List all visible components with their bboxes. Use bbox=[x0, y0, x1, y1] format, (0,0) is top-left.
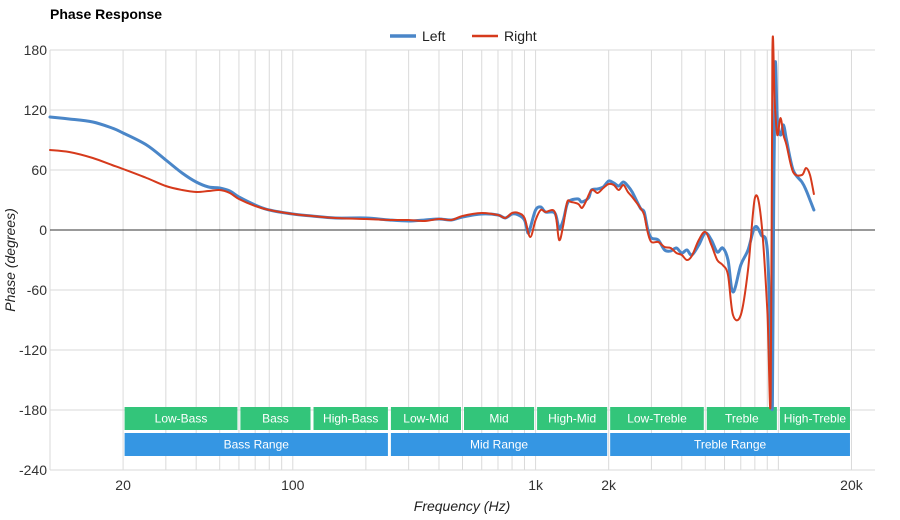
band-high-mid-label: High-Mid bbox=[548, 412, 596, 426]
x-axis-label: Frequency (Hz) bbox=[414, 498, 510, 514]
legend-label-right: Right bbox=[504, 28, 537, 44]
band-mid bbox=[464, 407, 535, 430]
band-bass bbox=[240, 407, 311, 430]
x-tick-labels: 20 100 1k 2k 20k bbox=[115, 477, 863, 493]
y-tick-label: -60 bbox=[27, 282, 47, 298]
y-tick-label: 60 bbox=[31, 162, 47, 178]
x-tick-label: 20 bbox=[115, 477, 131, 493]
range-mid-range bbox=[390, 433, 608, 456]
band-treble bbox=[706, 407, 777, 430]
range-bass-range bbox=[124, 433, 388, 456]
y-tick-label: 0 bbox=[39, 222, 47, 238]
frequency-bands: Low-Bass Bass High-Bass Low-Mid Mid High-Mid L… bbox=[124, 407, 850, 456]
band-low-mid-label: Low-Mid bbox=[403, 412, 448, 426]
range-treble-range bbox=[610, 433, 850, 456]
series-lines bbox=[48, 35, 816, 411]
range-bass-range-label: Bass Range bbox=[224, 438, 290, 452]
band-high-mid bbox=[537, 407, 608, 430]
x-tick-label: 1k bbox=[528, 477, 544, 493]
y-axis-label: Phase (degrees) bbox=[2, 208, 18, 312]
band-mid-label: Mid bbox=[489, 412, 508, 426]
y-tick-labels: 180 120 60 0 -60 -120 -180 -240 bbox=[19, 42, 47, 478]
x-tick-label: 100 bbox=[281, 477, 305, 493]
band-low-bass bbox=[124, 407, 238, 430]
band-high-treble bbox=[779, 407, 850, 430]
series-line-right bbox=[49, 35, 815, 410]
legend-label-left: Left bbox=[422, 28, 445, 44]
y-tick-label: -240 bbox=[19, 462, 47, 478]
y-tick-label: 120 bbox=[24, 102, 48, 118]
grid bbox=[49, 49, 875, 471]
range-treble-range-label: Treble Range bbox=[694, 438, 767, 452]
band-high-bass bbox=[313, 407, 388, 430]
chart-title: Phase Response bbox=[50, 6, 162, 22]
x-tick-label: 2k bbox=[601, 477, 617, 493]
band-high-treble-label: High-Treble bbox=[784, 412, 847, 426]
y-tick-label: -120 bbox=[19, 342, 47, 358]
band-low-treble bbox=[610, 407, 704, 430]
band-low-bass-label: Low-Bass bbox=[155, 412, 208, 426]
band-treble-label: Treble bbox=[725, 412, 759, 426]
x-tick-label: 20k bbox=[840, 477, 864, 493]
y-tick-label: -180 bbox=[19, 402, 47, 418]
band-low-treble-label: Low-Treble bbox=[627, 412, 687, 426]
range-mid-range-label: Mid Range bbox=[470, 438, 528, 452]
band-high-bass-label: High-Bass bbox=[323, 412, 378, 426]
y-tick-label: 180 bbox=[24, 42, 48, 58]
series-line-left bbox=[48, 60, 816, 411]
band-bass-label: Bass bbox=[262, 412, 289, 426]
legend: Left Right bbox=[390, 28, 537, 44]
band-low-mid bbox=[390, 407, 461, 430]
